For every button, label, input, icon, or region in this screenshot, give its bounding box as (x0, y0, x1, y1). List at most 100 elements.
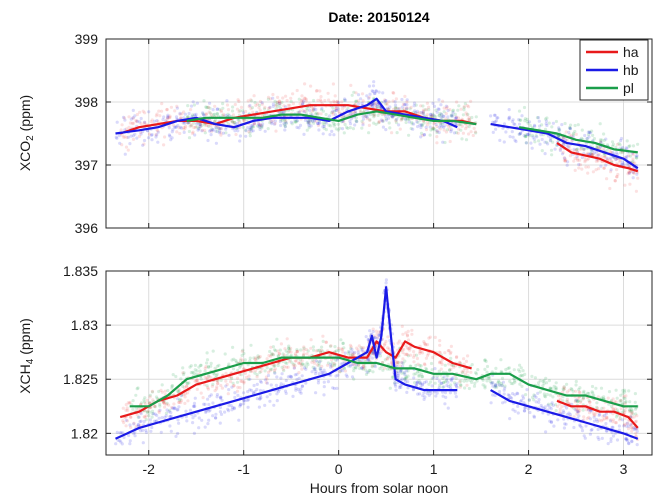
co2-scatter-point (605, 156, 609, 160)
co2-scatter-point (554, 119, 559, 124)
ch4-scatter-point (121, 419, 125, 423)
co2-scatter-point (147, 136, 151, 140)
co2-scatter-point (604, 163, 608, 167)
ch4-scatter-point (501, 380, 505, 384)
ch4-scatter-point (248, 377, 252, 381)
co2-scatter-point (319, 112, 323, 116)
co2-scatter-point (533, 124, 537, 128)
ch4-scatter-point (132, 422, 136, 426)
ch4-scatter-point (294, 359, 298, 363)
co2-scatter-point (431, 126, 435, 130)
co2-scatter-point (354, 99, 358, 103)
co2-scatter-point (127, 125, 131, 129)
ch4-scatter-point (293, 353, 297, 357)
ch4-scatter-point (469, 370, 473, 374)
ch4-scatter-point (356, 350, 360, 354)
co2-scatter-point (368, 118, 372, 122)
co2-scatter-point (425, 108, 429, 112)
co2-scatter-point (364, 114, 368, 118)
co2-scatter-point (419, 125, 423, 130)
co2-scatter-point (597, 145, 601, 149)
ch4-scatter-point (321, 371, 325, 375)
co2-scatter-point (372, 113, 376, 117)
co2-scatter-point (414, 103, 418, 107)
co2-scatter-point (314, 111, 318, 115)
co2-scatter-point (371, 89, 375, 94)
co2-scatter-point (383, 99, 388, 103)
co2-scatter-point (406, 117, 410, 121)
co2-scatter-point (316, 98, 320, 102)
co2-scatter-point (122, 116, 127, 120)
ch4-scatter-point (181, 371, 185, 375)
ch4-scatter-point (472, 384, 477, 388)
ch4-scatter-point (288, 374, 292, 378)
ch4-scatter-point (530, 374, 534, 378)
co2-scatter-point (284, 119, 288, 123)
co2-scatter-point (631, 176, 635, 180)
co2-scatter-point (357, 102, 361, 106)
co2-scatter-point (627, 154, 631, 158)
co2-scatter-point (454, 131, 459, 135)
ch4-scatter-point (183, 395, 187, 399)
ch4-scatter-point (393, 382, 397, 387)
co2-scatter-point (474, 115, 478, 119)
ch4-scatter-point (121, 431, 125, 435)
ch4-scatter-point (207, 402, 211, 407)
co2-scatter-point (522, 134, 526, 138)
ch4-scatter-point (320, 364, 324, 368)
ch4-scatter-point (131, 407, 135, 411)
ch4-scatter-point (491, 381, 495, 385)
co2-scatter-point (249, 124, 253, 128)
ch4-scatter-point (587, 415, 591, 419)
ch4-scatter-point (546, 412, 550, 416)
co2-scatter-point (182, 127, 186, 131)
ch4-scatter-point (209, 393, 213, 397)
ch4-scatter-point (418, 392, 422, 396)
ch4-scatter-point (483, 367, 487, 371)
co2-scatter-point (155, 119, 159, 123)
co2-scatter-point (258, 127, 262, 132)
ch4-scatter-point (255, 356, 259, 361)
ch4-scatter-point (377, 333, 381, 337)
co2-scatter-point (210, 127, 214, 131)
ch4-scatter-point (503, 386, 507, 390)
ch4-scatter-point (371, 351, 375, 355)
co2-scatter-point (561, 142, 565, 146)
ch4-scatter-point (586, 391, 590, 395)
ch4-scatter-point (333, 362, 337, 366)
ch4-scatter-point (255, 397, 259, 401)
co2-scatter-point (249, 107, 253, 111)
co2-scatter-point (564, 158, 568, 162)
ch4-scatter-point (578, 400, 583, 404)
co2-scatter-point (303, 96, 307, 101)
co2-scatter-point (537, 119, 541, 123)
ch4-scatter-point (574, 383, 578, 387)
ch4-scatter-point (399, 385, 403, 389)
ch4-scatter-point (128, 415, 133, 419)
ch4-scatter-point (397, 339, 402, 343)
co2-scatter-point (301, 100, 305, 104)
co2-scatter-point (182, 110, 186, 114)
co2-scatter-point (545, 116, 549, 120)
ch4-scatter-point (572, 425, 576, 430)
ch4-scatter-point (607, 390, 612, 394)
ch4-scatter-point (232, 357, 236, 361)
co2-scatter-point (605, 148, 609, 152)
ch4-scatter-point (403, 376, 408, 380)
co2-scatter-point (507, 116, 511, 120)
co2-scatter-point (400, 97, 404, 102)
co2-scatter-point (384, 117, 388, 121)
co2-scatter-point (525, 117, 529, 121)
co2-scatter-point (308, 108, 312, 112)
ch4-scatter-point (568, 413, 573, 417)
co2-scatter-point (141, 109, 145, 113)
co2-scatter-point (575, 147, 579, 152)
ch4-scatter-point (493, 383, 497, 387)
ch4-scatter-point (195, 387, 199, 391)
ch4-scatter-point (258, 355, 262, 359)
ch4-scatter-point (227, 388, 231, 392)
co2-scatter-point (367, 131, 371, 135)
ch4-scatter-point (418, 380, 422, 384)
co2-scatter-point (421, 110, 425, 114)
co2-scatter-point (557, 126, 561, 130)
